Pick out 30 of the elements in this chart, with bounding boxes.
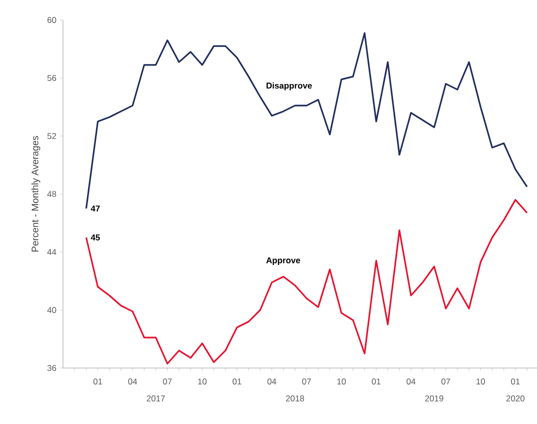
- x-tick-label: 04: [128, 378, 138, 384]
- text: 2019: [425, 395, 444, 402]
- y-tick-label: 60: [48, 17, 56, 23]
- y-axis-title: Percent - Monthly Averages: [31, 136, 40, 252]
- y-tick-label: 48: [47, 191, 56, 197]
- x-tick-label: 01: [232, 378, 242, 384]
- data-label: 45: [90, 234, 100, 240]
- series-label: Approve: [266, 257, 300, 265]
- x-tick-label: 07: [302, 378, 311, 384]
- x-tick-label: 04: [406, 378, 416, 384]
- x-tick-label: 07: [441, 378, 450, 384]
- x-tick-label: 01: [93, 378, 102, 384]
- y-tick-label: 44: [47, 249, 56, 255]
- x-tick-label: 10: [198, 378, 207, 384]
- line-series: [85, 198, 528, 364]
- x-tick-label: 01: [372, 378, 380, 384]
- y-tick-label: 36: [47, 365, 56, 371]
- text: 2018: [286, 395, 304, 402]
- y-tick-label: 40: [47, 307, 56, 313]
- x-tick-label: 10: [337, 378, 346, 384]
- x-tick-label: 07: [163, 378, 172, 384]
- data-label: 47: [90, 206, 100, 212]
- x-tick-label: 04: [267, 378, 276, 384]
- text: 2017: [146, 395, 165, 402]
- x-tick-label: 10: [476, 378, 485, 384]
- text: 2020: [506, 395, 524, 402]
- y-tick-label: 56: [47, 75, 56, 81]
- series-label: Disapprove: [266, 82, 312, 90]
- x-tick-label: 01: [511, 378, 520, 384]
- y-tick-label: 52: [47, 133, 56, 139]
